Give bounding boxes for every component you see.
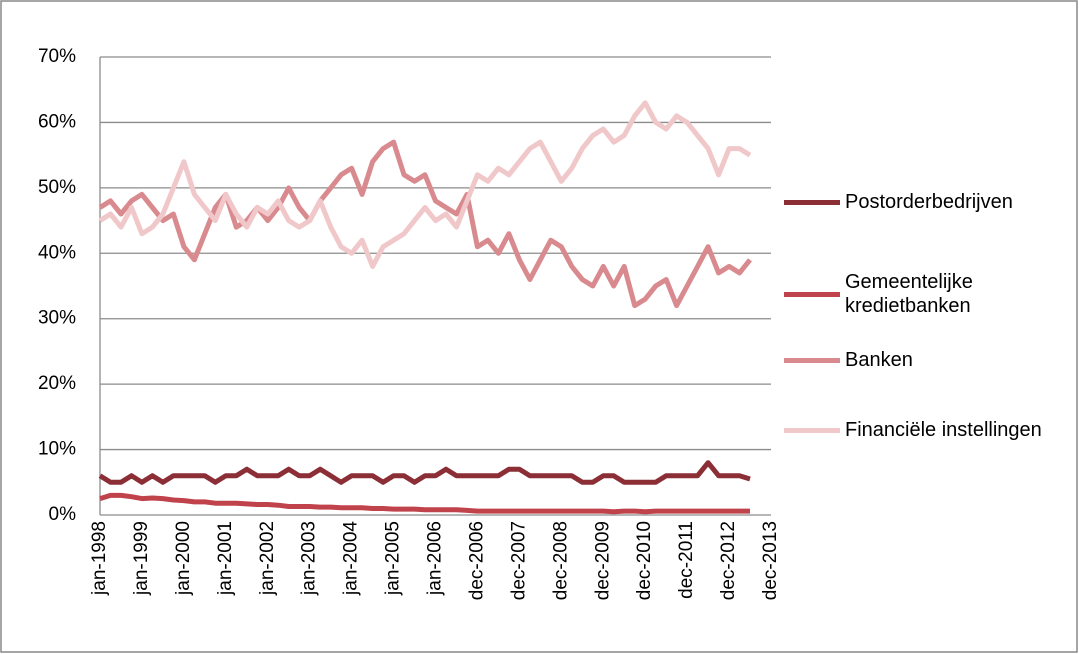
series-line: [98, 460, 751, 485]
x-tick-label: jan-2003: [299, 521, 320, 596]
x-tick-label: jan-2005: [383, 521, 404, 596]
y-tick-label: 0%: [49, 504, 77, 525]
x-tick-label: dec-2009: [592, 521, 613, 600]
x-tick-label: dec-2013: [760, 521, 781, 600]
legend-label: Financiële instellingen: [845, 419, 1042, 441]
legend-label: Gemeentelijke kredietbanken: [845, 271, 973, 317]
y-tick-label: 20%: [38, 373, 76, 394]
legend-swatch: [784, 427, 840, 433]
y-tick-label: 70%: [38, 46, 76, 67]
y-tick-label: 60%: [38, 111, 76, 132]
legend-label: Postorderbedrijven: [845, 191, 1013, 213]
legend-item: Banken: [784, 348, 1045, 372]
series-line: [98, 100, 752, 269]
x-tick-label: dec-2010: [634, 521, 655, 600]
x-tick-label: dec-2006: [466, 521, 487, 600]
legend-swatch: [784, 357, 840, 363]
x-tick-label: dec-2011: [676, 521, 697, 599]
y-tick-label: 10%: [38, 439, 76, 460]
y-tick-label: 50%: [38, 177, 76, 198]
legend-swatch: [784, 199, 840, 205]
x-tick-label: dec-2012: [718, 521, 739, 600]
x-tick-label: dec-2008: [550, 521, 571, 600]
legend-item: Postorderbedrijven: [784, 190, 1045, 214]
y-tick-label: 30%: [38, 308, 76, 329]
legend-item: Gemeentelijke kredietbanken: [784, 270, 1045, 318]
legend-label: Banken: [845, 349, 913, 371]
x-tick-label: jan-2006: [425, 521, 446, 596]
x-tick-label: jan-1999: [131, 521, 152, 596]
x-tick-label: jan-1998: [89, 521, 110, 596]
y-tick-label: 40%: [38, 242, 76, 263]
legend-swatch: [784, 291, 840, 297]
legend-item: Financiële instellingen: [784, 418, 1045, 442]
x-tick-label: dec-2007: [508, 521, 529, 600]
x-tick-label: jan-2000: [173, 521, 194, 596]
x-tick-label: jan-2002: [257, 521, 278, 596]
series-line: [99, 492, 750, 515]
x-tick-label: jan-2004: [341, 521, 362, 596]
series-line: [98, 139, 752, 309]
x-tick-label: jan-2001: [215, 521, 236, 596]
